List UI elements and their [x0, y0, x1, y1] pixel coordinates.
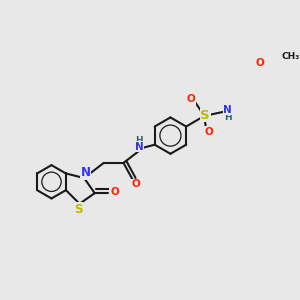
Text: H: H	[224, 113, 232, 122]
Text: O: O	[132, 179, 141, 189]
Text: O: O	[205, 127, 213, 137]
Text: O: O	[186, 94, 195, 104]
Text: N: N	[81, 166, 91, 179]
Text: O: O	[110, 188, 119, 197]
Text: CH₃: CH₃	[282, 52, 300, 62]
Text: H: H	[136, 136, 143, 145]
Text: N: N	[224, 105, 232, 115]
Text: N: N	[135, 142, 144, 152]
Text: S: S	[74, 202, 82, 216]
Text: S: S	[200, 109, 210, 122]
Text: O: O	[255, 58, 264, 68]
